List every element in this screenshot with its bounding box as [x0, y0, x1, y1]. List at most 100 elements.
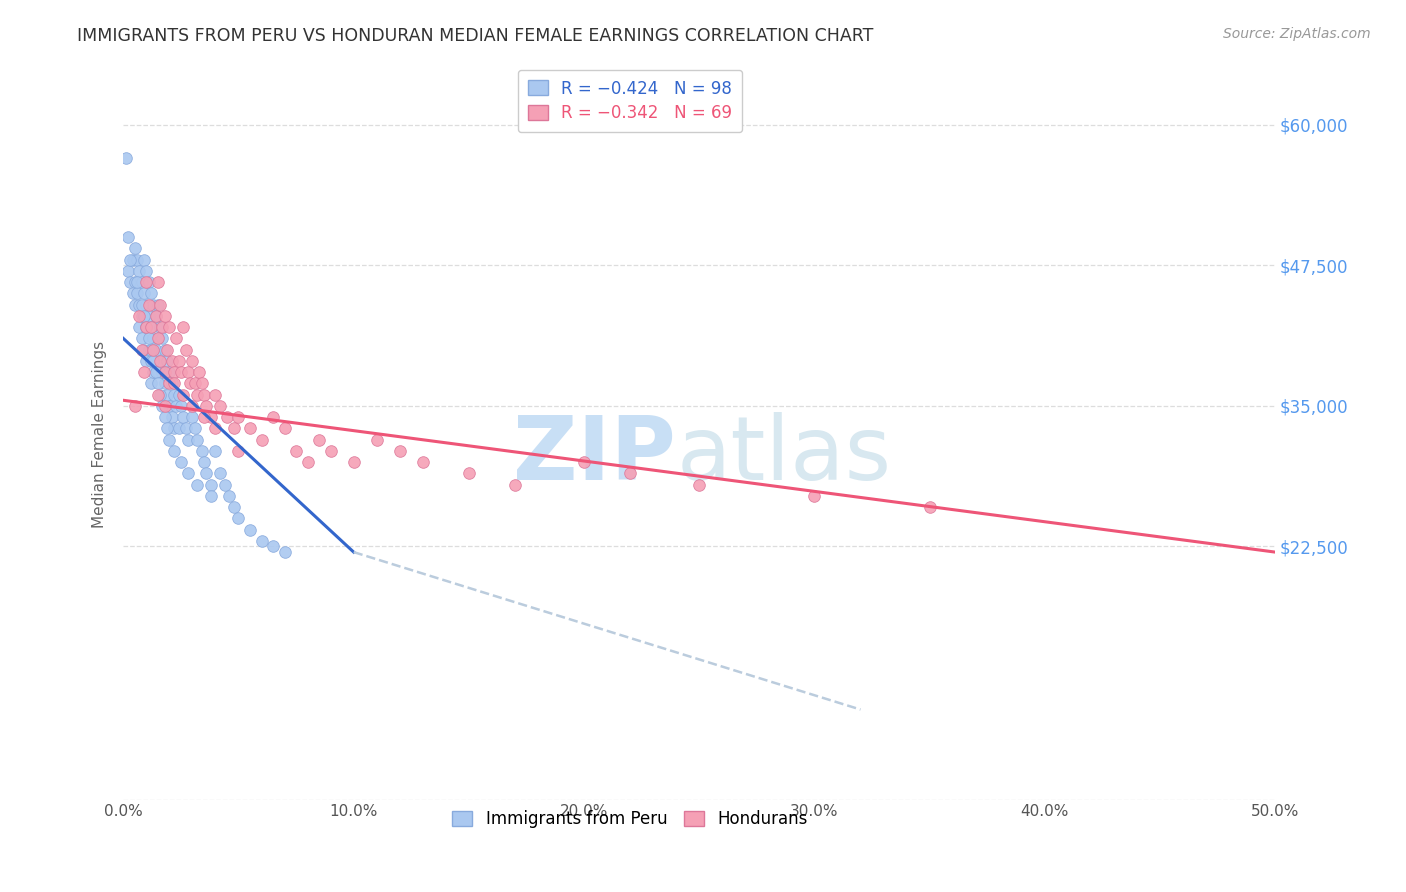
- Point: [572, 455, 595, 469]
- Point: [163, 365, 186, 379]
- Point: [149, 387, 172, 401]
- Point: [146, 376, 169, 391]
- Point: [160, 376, 183, 391]
- Point: [174, 343, 197, 357]
- Point: [200, 489, 222, 503]
- Point: [174, 421, 197, 435]
- Point: [156, 387, 179, 401]
- Point: [146, 331, 169, 345]
- Point: [163, 443, 186, 458]
- Point: [114, 152, 136, 166]
- Point: [135, 264, 157, 278]
- Point: [121, 286, 143, 301]
- Point: [183, 376, 205, 391]
- Point: [157, 320, 180, 334]
- Point: [152, 331, 174, 345]
- Point: [195, 399, 218, 413]
- Point: [145, 309, 167, 323]
- Point: [200, 477, 222, 491]
- Point: [156, 421, 179, 435]
- Text: atlas: atlas: [676, 412, 891, 500]
- Point: [145, 309, 167, 323]
- Point: [157, 433, 180, 447]
- Point: [297, 455, 319, 469]
- Point: [128, 298, 150, 312]
- Point: [142, 354, 165, 368]
- Point: [145, 343, 167, 357]
- Point: [127, 286, 149, 301]
- Point: [200, 410, 222, 425]
- Point: [179, 376, 201, 391]
- Text: Source: ZipAtlas.com: Source: ZipAtlas.com: [1223, 27, 1371, 41]
- Point: [183, 421, 205, 435]
- Point: [177, 467, 200, 481]
- Point: [170, 455, 193, 469]
- Point: [138, 298, 160, 312]
- Point: [153, 365, 176, 379]
- Point: [163, 376, 186, 391]
- Point: [135, 275, 157, 289]
- Point: [153, 410, 176, 425]
- Point: [135, 354, 157, 368]
- Point: [128, 309, 150, 323]
- Point: [172, 410, 194, 425]
- Point: [132, 309, 155, 323]
- Point: [153, 343, 176, 357]
- Point: [124, 298, 146, 312]
- Point: [152, 365, 174, 379]
- Point: [135, 298, 157, 312]
- Point: [131, 331, 153, 345]
- Point: [366, 433, 388, 447]
- Point: [177, 365, 200, 379]
- Point: [145, 365, 167, 379]
- Point: [167, 421, 190, 435]
- Point: [457, 467, 479, 481]
- Point: [262, 410, 284, 425]
- Point: [186, 387, 208, 401]
- Point: [149, 320, 172, 334]
- Point: [181, 399, 204, 413]
- Point: [157, 376, 180, 391]
- Point: [120, 275, 142, 289]
- Point: [619, 467, 641, 481]
- Point: [142, 298, 165, 312]
- Point: [218, 489, 240, 503]
- Point: [222, 500, 245, 515]
- Point: [170, 399, 193, 413]
- Point: [138, 331, 160, 345]
- Point: [139, 286, 162, 301]
- Point: [117, 230, 139, 244]
- Point: [139, 320, 162, 334]
- Point: [146, 365, 169, 379]
- Point: [146, 275, 169, 289]
- Point: [157, 365, 180, 379]
- Point: [170, 365, 193, 379]
- Point: [188, 365, 211, 379]
- Point: [135, 320, 157, 334]
- Point: [142, 365, 165, 379]
- Point: [215, 410, 238, 425]
- Point: [132, 309, 155, 323]
- Point: [228, 443, 250, 458]
- Point: [132, 286, 155, 301]
- Point: [273, 421, 295, 435]
- Point: [163, 421, 186, 435]
- Point: [195, 467, 218, 481]
- Point: [204, 387, 226, 401]
- Point: [138, 343, 160, 357]
- Point: [193, 387, 215, 401]
- Point: [190, 443, 212, 458]
- Point: [273, 545, 295, 559]
- Point: [124, 399, 146, 413]
- Point: [918, 500, 941, 515]
- Point: [165, 399, 187, 413]
- Point: [160, 354, 183, 368]
- Point: [343, 455, 366, 469]
- Point: [149, 354, 172, 368]
- Point: [138, 275, 160, 289]
- Point: [239, 523, 262, 537]
- Point: [167, 354, 190, 368]
- Y-axis label: Median Female Earnings: Median Female Earnings: [93, 341, 107, 527]
- Point: [186, 477, 208, 491]
- Point: [153, 376, 176, 391]
